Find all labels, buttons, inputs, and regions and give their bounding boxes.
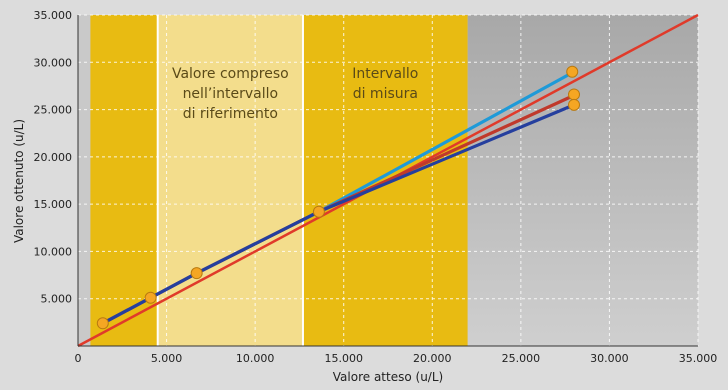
data-point-6 bbox=[568, 98, 580, 111]
y-axis-title: Valore ottenuto (u/L) bbox=[12, 119, 26, 243]
y-tick-label-6: 35.000 bbox=[34, 9, 73, 22]
data-point-1 bbox=[144, 291, 157, 304]
band-label-1-2: di riferimento bbox=[183, 106, 278, 122]
regions bbox=[90, 15, 698, 346]
y-tick-label-2: 15.000 bbox=[34, 198, 73, 211]
region-0 bbox=[90, 15, 158, 346]
band-dividers bbox=[156, 15, 304, 346]
x-tick-label-7: 35.000 bbox=[679, 352, 718, 365]
data-point-3 bbox=[312, 205, 325, 218]
band-label-1-0: Valore compreso bbox=[172, 66, 289, 82]
y-tick-label-5: 30.000 bbox=[34, 56, 73, 69]
band-label-2-1: di misura bbox=[353, 86, 418, 102]
grid-lines bbox=[78, 14, 699, 346]
data-point-4 bbox=[566, 65, 579, 78]
x-tick-label-0: 0 bbox=[75, 352, 82, 365]
x-tick-label-4: 20.000 bbox=[413, 352, 452, 365]
x-tick-label-2: 10.000 bbox=[236, 352, 275, 365]
y-tick-label-4: 25.000 bbox=[34, 104, 73, 117]
y-tick-labels: 5.000 10.000 15.000 20.000 25.000 30.000 35.00… bbox=[34, 9, 73, 306]
band-label-2-0: Intervallo bbox=[352, 66, 418, 82]
x-axis-title: Valore atteso (u/L) bbox=[333, 370, 443, 384]
y-tick-label-3: 20.000 bbox=[34, 151, 73, 164]
x-tick-label-6: 30.000 bbox=[590, 352, 629, 365]
y-tick-label-1: 10.000 bbox=[34, 245, 73, 258]
x-tick-label-3: 15.000 bbox=[324, 352, 363, 365]
data-points bbox=[96, 65, 580, 330]
x-tick-label-5: 25.000 bbox=[502, 352, 541, 365]
axes bbox=[77, 15, 698, 347]
x-tick-label-1: 5.000 bbox=[151, 352, 183, 365]
data-point-2 bbox=[190, 267, 203, 280]
region-1 bbox=[157, 15, 303, 346]
band-label-1-1: nell’intervallo bbox=[183, 86, 279, 102]
y-tick-label-0: 5.000 bbox=[41, 293, 73, 306]
data-point-5 bbox=[568, 88, 580, 101]
data-point-0 bbox=[96, 317, 109, 330]
band-labels: Valore compreso nell’intervallo di riferim… bbox=[172, 66, 418, 122]
x-tick-labels: 0 5.000 10.000 15.000 20.000 25.000 30.000 35.0… bbox=[75, 352, 718, 365]
region-3 bbox=[467, 15, 698, 346]
